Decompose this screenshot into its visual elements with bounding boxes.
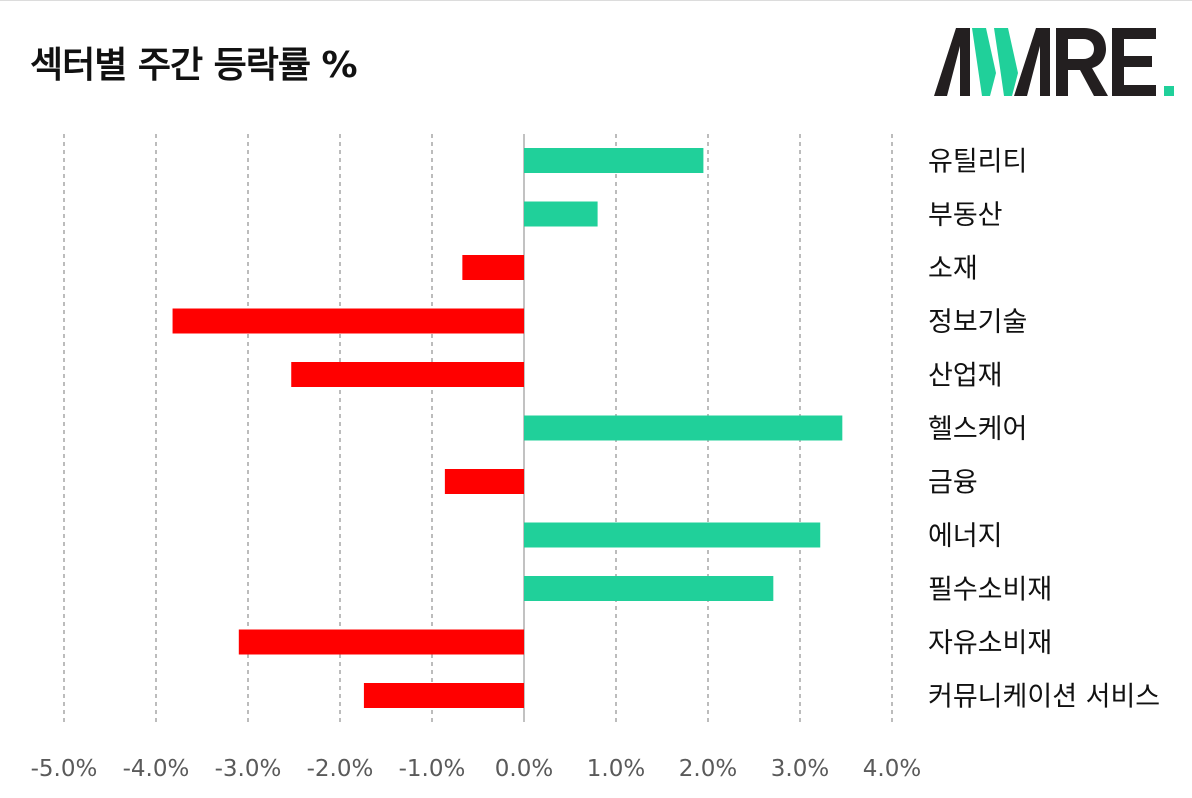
x-tick-label: 2.0% (679, 756, 737, 782)
x-tick-labels: -5.0% -4.0% -3.0% -2.0% -1.0% 0.0% 1.0% 2.0% 3.0… (31, 756, 922, 782)
bar-2 (462, 255, 524, 280)
logo-letter-a (934, 28, 970, 96)
x-tick-label: 0.0% (495, 756, 553, 782)
bar-0 (524, 148, 704, 173)
bar-10 (363, 683, 524, 708)
logo-dot (1164, 86, 1174, 96)
bar-9 (238, 629, 525, 655)
category-label: 금융 (928, 468, 978, 499)
x-tick-label: -5.0% (31, 756, 98, 782)
logo-letter-a2 (1014, 28, 1050, 96)
bar-4 (291, 362, 524, 387)
x-tick-label: -1.0% (399, 756, 466, 782)
category-label: 에너지 (928, 521, 1003, 552)
x-tick-label: -4.0% (123, 756, 190, 782)
x-tick-label: -2.0% (307, 756, 374, 782)
top-rule (0, 0, 1192, 1)
chart-title: 섹터별 주간 등락률 % (30, 45, 358, 86)
category-label: 부동산 (928, 200, 1003, 231)
gridlines (63, 134, 893, 722)
bar-8 (524, 576, 774, 601)
logo-letter-w-right (994, 28, 1018, 96)
category-label: 소재 (928, 254, 978, 285)
logo-letter-r (1056, 28, 1108, 96)
category-labels: 유틸리티부동산소재정보기술산업재헬스케어금융에너지필수소비재자유소비재커뮤니케이… (928, 147, 1160, 713)
logo-letter-e (1112, 28, 1156, 96)
x-tick-label: 4.0% (863, 756, 921, 782)
x-tick-label: 3.0% (771, 756, 829, 782)
bar-1 (524, 201, 598, 227)
logo-letter-w-left (972, 28, 996, 96)
category-label: 커뮤니케이션 서비스 (928, 682, 1160, 713)
category-label: 헬스케어 (928, 414, 1027, 445)
category-label: 자유소비재 (928, 628, 1052, 659)
category-label: 정보기술 (928, 307, 1027, 338)
bars (172, 148, 843, 708)
bar-3 (172, 308, 524, 334)
bar-6 (444, 469, 524, 494)
x-tick-label: 1.0% (587, 756, 645, 782)
x-tick-label: -3.0% (215, 756, 282, 782)
category-label: 필수소비재 (928, 575, 1052, 606)
aware-logo (934, 28, 1174, 96)
bar-7 (524, 522, 821, 548)
category-label: 산업재 (928, 361, 1003, 392)
bar-5 (524, 415, 843, 441)
category-label: 유틸리티 (928, 147, 1027, 178)
